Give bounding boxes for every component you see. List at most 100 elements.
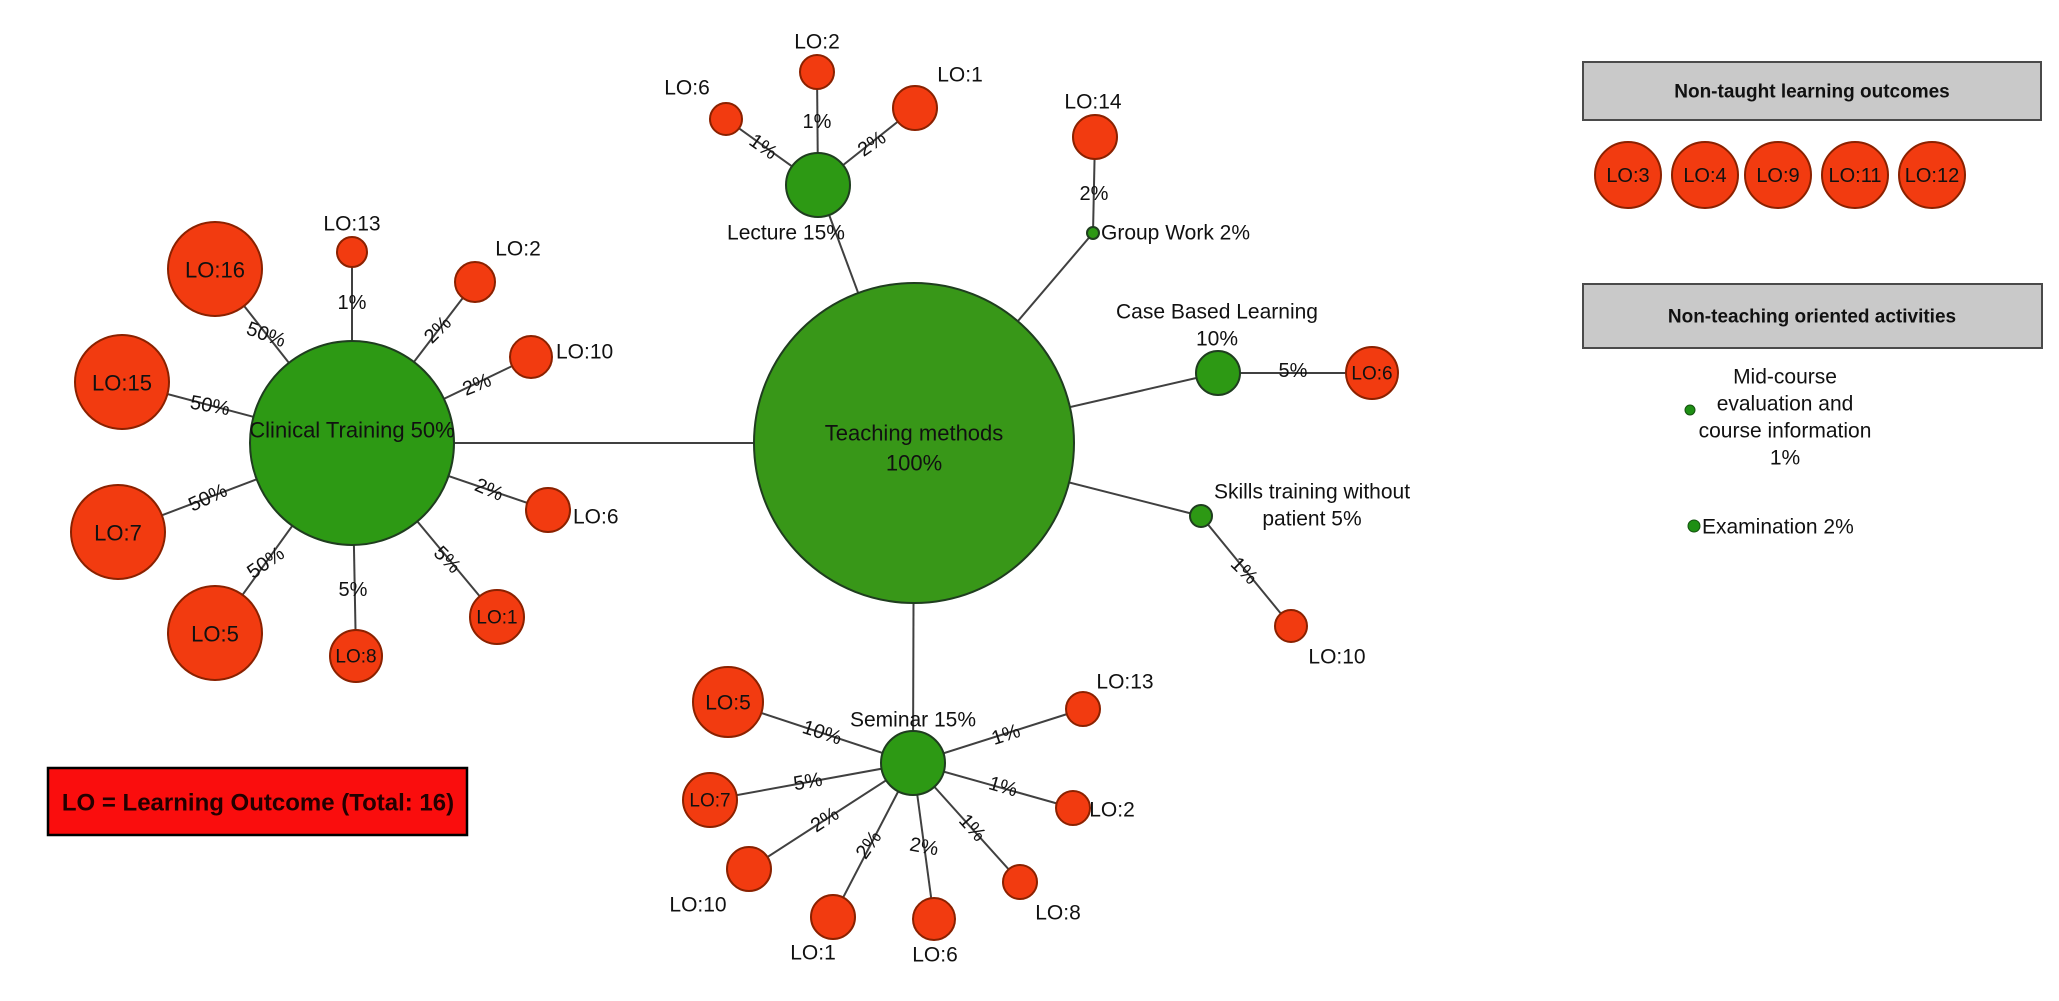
satellite-clinical-lo8-circle — [329, 629, 383, 683]
satellite-clinical-lo8-pct: 5% — [339, 579, 368, 601]
satellite-seminar-lo8-circle — [1002, 864, 1038, 900]
satellite-seminar-lo10-circle — [726, 846, 772, 892]
hub-lecture-circle — [785, 152, 851, 218]
non-taught-title: Non-taught learning outcomes — [1674, 82, 1950, 103]
satellite-clinical-lo7-label: LO:7 — [94, 521, 142, 546]
satellite-clinical-lo8-label: LO:8 — [335, 647, 376, 668]
hub-seminar-label-0: Seminar 15% — [850, 709, 976, 732]
satellite-skills-lo10-circle — [1274, 609, 1308, 643]
satellite-seminar-lo5-label: LO:5 — [705, 692, 751, 715]
lo-legend-box: LO = Learning Outcome (Total: 16) — [46, 766, 469, 837]
mid-course-dot — [1684, 404, 1696, 416]
non-taught-lo3-circle — [1594, 141, 1662, 209]
satellite-clinical-lo13-pct: 1% — [338, 292, 367, 314]
satellite-seminar-lo8-label: LO:8 — [1035, 902, 1081, 925]
mid-course-line-1: Mid-course — [1733, 366, 1837, 389]
hub-cbl-label-0: Case Based Learning — [1116, 301, 1318, 324]
satellite-groupwork-lo14-label: LO:14 — [1064, 91, 1122, 114]
satellite-seminar-lo2-label: LO:2 — [1089, 799, 1135, 822]
satellite-seminar-lo6-label: LO:6 — [912, 944, 958, 967]
hub-clinical-label-0: Clinical Training 50% — [249, 418, 454, 443]
edge-seminar-lo7 — [709, 762, 914, 801]
non-taught-circles: LO:3 LO:4 LO:9 LO:11 LO:12 — [1594, 141, 1966, 209]
satellite-clinical-lo5-pct: 50% — [243, 542, 289, 583]
mid-course-line-3: course information — [1699, 420, 1872, 443]
satellite-clinical-lo6-circle — [525, 487, 571, 533]
non-taught-lo9-circle — [1744, 141, 1812, 209]
satellite-seminar-lo7-label: LO:7 — [689, 791, 730, 812]
non-taught-title-box — [1582, 61, 2042, 121]
satellite-skills-lo10-label: LO:10 — [1308, 646, 1365, 669]
satellite-clinical-lo1-label: LO:1 — [476, 608, 517, 629]
satellite-seminar-lo13-label: LO:13 — [1096, 671, 1153, 694]
labels-layer: Teaching methods 100% Clinical Training 50… — [92, 31, 1410, 967]
non-taught-lo11-label: LO:11 — [1829, 165, 1882, 187]
hub-lecture-label-0: Lecture 15% — [727, 222, 845, 245]
non-teaching-title: Non-teaching oriented activities — [1668, 307, 1956, 328]
satellite-seminar-lo6-pct: 2% — [908, 834, 941, 861]
hub-skills-circle — [1189, 504, 1213, 528]
satellite-lecture-lo1-label: LO:1 — [937, 64, 983, 87]
satellite-clinical-lo13-circle — [336, 236, 368, 268]
satellite-cbl-lo6-pct: 5% — [1279, 360, 1308, 382]
non-taught-panel: Non-taught learning outcomes LO:3 LO:4 LO:… — [1582, 61, 2042, 209]
satellite-lecture-lo6-circle — [709, 102, 743, 136]
hub-cbl-circle — [1195, 350, 1241, 396]
satellite-clinical-lo1-circle — [469, 589, 525, 645]
nodes-layer — [70, 54, 1399, 941]
satellite-seminar-lo6-circle — [912, 897, 956, 941]
satellite-clinical-lo7-pct: 50% — [185, 479, 231, 516]
satellite-clinical-lo10-pct: 2% — [459, 369, 494, 400]
satellite-clinical-lo5-circle — [167, 585, 263, 681]
satellite-seminar-lo10-label: LO:10 — [669, 894, 726, 917]
lo-legend-rect — [46, 766, 469, 837]
satellite-lecture-lo2-pct: 1% — [803, 111, 832, 133]
non-taught-lo12-label: LO:12 — [1905, 165, 1959, 187]
satellite-clinical-lo16-pct: 50% — [243, 318, 288, 352]
hub-groupwork-label-0: Group Work 2% — [1101, 222, 1250, 245]
satellite-seminar-lo13-circle — [1065, 691, 1101, 727]
satellite-seminar-lo7-circle — [682, 772, 738, 828]
satellite-lecture-lo6-label: LO:6 — [664, 77, 710, 100]
satellite-cbl-lo6-label: LO:6 — [1351, 364, 1392, 385]
satellite-lecture-lo6-pct: 1% — [745, 130, 781, 165]
satellite-seminar-lo5-circle — [692, 666, 764, 738]
non-taught-lo9-label: LO:9 — [1756, 165, 1799, 187]
satellite-lecture-lo1-circle — [892, 85, 938, 131]
hub-teaching-label-1: 100% — [886, 451, 942, 476]
satellite-lecture-lo2-circle — [799, 54, 835, 90]
satellite-clinical-lo2-label: LO:2 — [495, 238, 541, 261]
lo-legend-text: LO = Learning Outcome (Total: 16) — [62, 790, 454, 817]
satellite-clinical-lo15-label: LO:15 — [92, 371, 152, 396]
hub-seminar-circle — [880, 730, 946, 796]
satellite-clinical-lo13-label: LO:13 — [323, 213, 380, 236]
hub-cbl-label-1: 10% — [1196, 328, 1238, 351]
hub-groupwork-circle — [1086, 226, 1100, 240]
satellite-clinical-lo7-circle — [70, 484, 166, 580]
satellite-seminar-lo10-pct: 2% — [807, 803, 843, 837]
non-taught-lo4-circle — [1671, 141, 1739, 209]
satellite-clinical-lo16-label: LO:16 — [185, 258, 245, 283]
hub-teaching-label-0: Teaching methods — [825, 421, 1004, 446]
non-taught-lo3-label: LO:3 — [1606, 165, 1649, 187]
satellite-seminar-lo13-pct: 1% — [989, 720, 1023, 750]
mid-course-line-4: 1% — [1770, 447, 1800, 470]
satellite-clinical-lo2-pct: 2% — [420, 312, 456, 348]
satellite-clinical-lo6-label: LO:6 — [573, 506, 619, 529]
satellite-seminar-lo1-circle — [810, 894, 856, 940]
hub-clinical-circle — [249, 340, 455, 546]
satellite-clinical-lo16-circle — [167, 221, 263, 317]
satellite-clinical-lo5-label: LO:5 — [191, 622, 239, 647]
hub-skills-label-0: Skills training without — [1214, 481, 1410, 504]
examination-label: Examination 2% — [1702, 516, 1854, 539]
satellite-clinical-lo10-circle — [509, 335, 553, 379]
satellite-seminar-lo1-label: LO:1 — [790, 942, 836, 965]
examination-dot — [1687, 519, 1701, 533]
satellite-clinical-lo15-circle — [74, 334, 170, 430]
mid-course-line-2: evaluation and — [1717, 393, 1854, 416]
satellite-groupwork-lo14-pct: 2% — [1080, 183, 1109, 205]
satellite-seminar-lo1-pct: 2% — [852, 827, 887, 863]
satellite-cbl-lo6-circle — [1345, 346, 1399, 400]
